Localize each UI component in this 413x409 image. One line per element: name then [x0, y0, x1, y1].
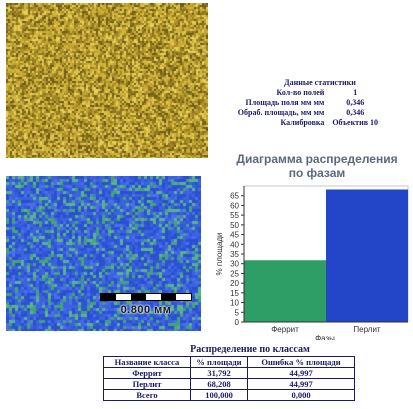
stats-row: Площадь поля мм мм 0,346	[222, 98, 382, 108]
table-cell: 44,997	[247, 378, 355, 390]
table-cell: 100,000	[190, 389, 248, 401]
table-row: Всего 100,000 0,000	[103, 389, 355, 401]
table-title: Распределение по классам	[190, 344, 310, 355]
micrograph-optical-image	[6, 3, 208, 158]
y-tick-label: 20	[230, 279, 239, 288]
x-axis-label: Фазы	[315, 334, 335, 340]
stats-value: 1	[353, 88, 358, 97]
scale-bar-label: 0.800 мм	[120, 304, 172, 316]
chart-title-line: по фазам	[288, 166, 346, 180]
statistics-title: Данные статистики	[284, 78, 356, 87]
stats-value: Объектив 10	[332, 118, 379, 127]
table-header-cell: Ошибка % площади	[247, 356, 355, 368]
stats-key: Площадь поля мм мм	[245, 98, 325, 107]
table-cell: 68,208	[190, 378, 248, 390]
chart-bar	[326, 189, 408, 322]
chart-title-line: Диаграмма распределения	[236, 152, 398, 166]
stats-value: 0,346	[346, 108, 365, 117]
micrograph-phase-map-image	[6, 176, 201, 331]
y-tick-label: 25	[230, 269, 239, 278]
y-tick-label: 45	[230, 231, 239, 240]
stats-row: Кол-во полей 1	[222, 88, 382, 98]
y-tick-label: 15	[230, 289, 239, 298]
chart-bar	[244, 260, 326, 322]
statistics-panel: Данные статистики Кол-во полей 1 Площадь…	[222, 78, 382, 128]
stats-row: Калибровка Объектив 10	[222, 118, 382, 128]
table-cell: 0,000	[247, 389, 355, 401]
stats-key: Обраб. площадь, мм мм	[237, 108, 325, 117]
table-cell: 44,997	[247, 367, 355, 379]
y-tick-label: 65	[230, 192, 239, 201]
stats-key: Калибровка	[280, 118, 325, 127]
table-header-cell: Название класса	[103, 356, 191, 368]
y-tick-label: 5	[235, 308, 240, 317]
scale-bar	[100, 293, 192, 301]
y-tick-label: 30	[230, 260, 239, 269]
y-tick-label: 55	[230, 211, 239, 220]
chart-title: Диаграмма распределения по фазам	[222, 152, 412, 180]
table-header-cell: % площади	[190, 356, 248, 368]
table-header-row: Название класса % площади Ошибка % площа…	[103, 356, 355, 368]
y-tick-label: 60	[230, 201, 239, 210]
stats-key: Кол-во полей	[276, 88, 325, 97]
y-tick-label: 0	[235, 318, 240, 327]
stats-value: 0,346	[346, 98, 365, 107]
y-tick-label: 10	[230, 299, 239, 308]
table-cell: Перлит	[103, 378, 191, 390]
y-axis-label: % площади	[215, 232, 224, 275]
x-tick-label: Перлит	[353, 325, 381, 334]
table-row: Перлит 68,208 44,997	[103, 378, 355, 390]
distribution-table: Название класса % площади Ошибка % площа…	[103, 356, 355, 401]
y-tick-label: 50	[230, 221, 239, 230]
table-cell: Феррит	[103, 367, 191, 379]
x-tick-label: Феррит	[271, 325, 299, 334]
table-cell: 31,792	[190, 367, 248, 379]
table-row: Феррит 31,792 44,997	[103, 367, 355, 379]
y-tick-label: 40	[230, 240, 239, 249]
table-cell: Всего	[103, 389, 191, 401]
y-tick-label: 35	[230, 250, 239, 259]
stats-row: Обраб. площадь, мм мм 0,346	[222, 108, 382, 118]
